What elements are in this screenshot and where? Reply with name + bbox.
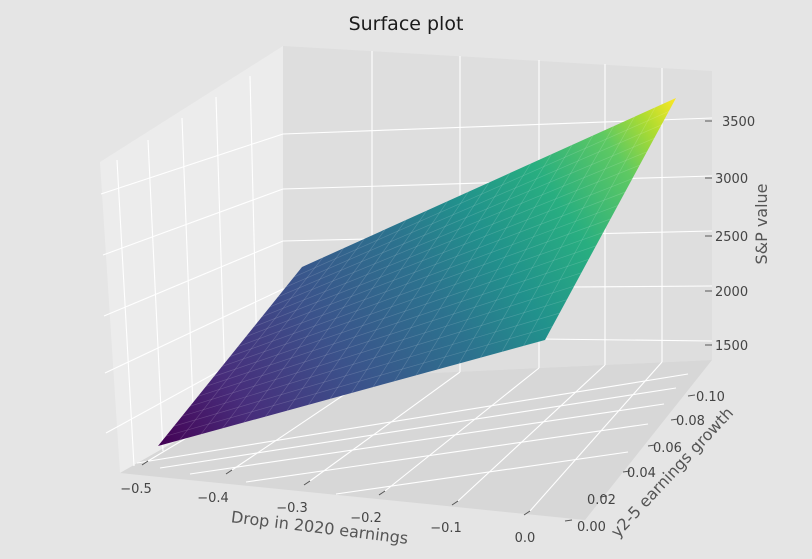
x-tick-label: −0.1 — [430, 521, 462, 536]
surface-mesh-line — [165, 326, 553, 437]
surface-mesh-line — [394, 163, 531, 382]
surface-mesh-line — [253, 178, 633, 327]
surface-mesh-line — [181, 299, 567, 417]
surface-mesh-line — [205, 259, 589, 387]
x-tick-labels: −0.5 −0.4 −0.3 −0.2 −0.1 0.0 — [120, 482, 535, 546]
surface-mesh-line — [245, 191, 626, 337]
z-tick-label: 2000 — [715, 285, 748, 300]
y-tick-label: 0.04 — [627, 466, 656, 481]
surface-mesh-line — [523, 107, 656, 347]
x-tick-mark — [225, 469, 233, 475]
z-axis-label: S&P value — [752, 183, 771, 264]
surface-mesh-line — [480, 125, 614, 358]
surface-mesh-line — [213, 245, 597, 377]
x-tick-mark — [141, 460, 149, 466]
surface-mesh — [165, 107, 669, 441]
y-tick-mark — [599, 495, 608, 498]
surface-mesh-line — [261, 164, 640, 318]
x-tick-mark — [451, 500, 459, 506]
tick-marks — [141, 120, 712, 522]
surface-mesh-line — [415, 154, 552, 376]
y-tick-mark — [564, 519, 573, 522]
z-tick-label: 2500 — [715, 230, 748, 245]
y-tick-labels: 0.00 0.02 0.04 0.06 0.08 0.10 — [577, 390, 725, 535]
surface-mesh-line — [243, 229, 386, 423]
surface-mesh-line — [269, 151, 648, 308]
y-tick-mark — [670, 418, 679, 421]
surface-mesh-line — [329, 191, 469, 400]
surface-mesh-line — [173, 312, 560, 427]
surface-mesh-line — [277, 138, 655, 298]
x-tick-label: −0.4 — [197, 491, 229, 506]
surface-mesh-line — [308, 201, 448, 405]
surface-mesh-line — [501, 116, 635, 352]
z-tick-label: 1500 — [715, 339, 748, 354]
surface-mesh-line — [285, 124, 662, 288]
y-tick-mark — [687, 394, 696, 397]
z-tick-labels: 1500 2000 2500 3000 3500 — [715, 115, 755, 354]
surface-mesh-line — [179, 257, 324, 441]
z-tick-label: 3500 — [722, 115, 755, 130]
surface-mesh-line — [458, 135, 594, 364]
surface-mesh-line — [221, 232, 604, 367]
chart-title: Surface plot — [349, 13, 464, 35]
surface — [158, 98, 676, 446]
y-tick-label: 0.10 — [696, 390, 725, 405]
y-tick-mark — [622, 470, 631, 473]
surface-mesh-line — [197, 272, 582, 397]
x-tick-label: −0.3 — [276, 501, 308, 516]
surface-mesh-line — [293, 111, 669, 278]
surface-mesh-line — [437, 144, 573, 370]
y-tick-mark — [647, 444, 656, 447]
y-tick-label: 0.08 — [676, 414, 705, 429]
x-tick-mark — [378, 490, 386, 496]
surface-mesh-line — [372, 172, 511, 388]
surface-mesh-line — [229, 218, 611, 357]
z-tick-label: 3000 — [715, 172, 748, 187]
y-tick-label: 0.00 — [577, 520, 606, 535]
surface-mesh-line — [286, 210, 427, 411]
surface-mesh-line — [200, 248, 344, 435]
surface-mesh-line — [237, 205, 618, 347]
x-tick-mark — [523, 510, 531, 516]
surface-mesh-line — [189, 285, 575, 407]
y-tick-label: 0.02 — [587, 493, 616, 508]
x-tick-label: −0.5 — [120, 482, 152, 497]
y-tick-label: 0.06 — [653, 441, 682, 456]
surface-mesh-line — [222, 238, 365, 429]
surface-mesh-line — [351, 182, 490, 394]
x-axis-label: Drop in 2020 earnings — [230, 507, 409, 548]
x-tick-label: −0.2 — [350, 511, 382, 526]
x-tick-mark — [303, 480, 311, 486]
surface-mesh-line — [265, 219, 407, 417]
x-tick-label: 0.0 — [515, 531, 536, 546]
